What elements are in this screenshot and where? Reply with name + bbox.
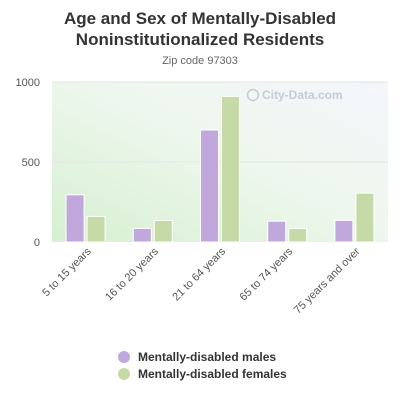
bar-females xyxy=(86,215,106,243)
legend-label-females: Mentally-disabled females xyxy=(138,367,287,381)
bar-females xyxy=(288,227,308,243)
legend-item-males: Mentally-disabled males xyxy=(118,349,287,365)
watermark: City-Data.com xyxy=(246,88,343,102)
bar-males xyxy=(267,220,287,243)
x-tick-label: 21 to 64 years xyxy=(170,245,228,303)
chart-subtitle: Zip code 97303 xyxy=(162,55,238,67)
y-tick-label: 1000 xyxy=(16,77,40,89)
bar-females xyxy=(355,192,375,243)
x-tick-label: 5 to 15 years xyxy=(40,245,94,299)
bar-males xyxy=(65,194,85,243)
chart-title: Age and Sex of Mentally-Disabled Noninst… xyxy=(63,9,337,49)
bar-males xyxy=(132,227,152,243)
legend-item-females: Mentally-disabled females xyxy=(118,366,287,382)
watermark-text: City-Data.com xyxy=(262,88,343,102)
bar-males xyxy=(200,129,219,243)
legend-label-males: Mentally-disabled males xyxy=(138,350,277,364)
legend-swatch-males xyxy=(118,351,130,363)
x-tick-label: 16 to 20 years xyxy=(103,245,161,303)
legend-swatch-females xyxy=(118,368,130,380)
y-tick-label: 0 xyxy=(34,237,40,249)
bar-females xyxy=(153,219,173,243)
x-tick-label: 75 years and over xyxy=(292,245,363,316)
y-tick-label: 500 xyxy=(22,157,40,169)
bar-females xyxy=(221,95,240,243)
legend: Mentally-disabled males Mentally-disable… xyxy=(118,349,287,383)
x-tick-label: 65 to 74 years xyxy=(238,245,296,303)
bar-males xyxy=(334,219,354,243)
